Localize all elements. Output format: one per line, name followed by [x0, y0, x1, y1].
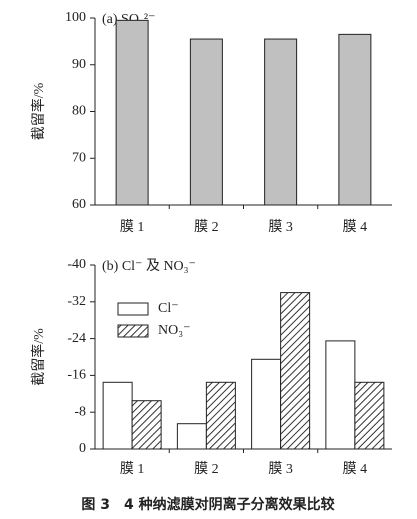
bar — [325, 340, 356, 450]
y-tick-label: 60 — [72, 197, 86, 212]
x-tick-label: 膜 4 — [343, 219, 368, 235]
y-tick-label: 70 — [72, 150, 86, 165]
legend-label: Cl⁻ — [158, 301, 179, 316]
legend-swatch — [117, 324, 149, 338]
bar — [205, 381, 236, 450]
bar — [189, 38, 223, 206]
x-tick-label: 膜 4 — [343, 461, 368, 477]
y-tick-label: -40 — [67, 257, 86, 272]
y-axis-label: 截留率/% — [30, 82, 47, 140]
y-tick-label: 0 — [79, 441, 86, 456]
bar — [280, 292, 311, 450]
y-tick-label: -16 — [67, 368, 86, 383]
x-tick-label: 膜 3 — [268, 461, 293, 477]
x-tick-label: 膜 1 — [120, 219, 145, 235]
bar — [115, 19, 149, 206]
y-tick-label: -32 — [67, 294, 86, 309]
bar — [338, 33, 372, 206]
bar — [176, 423, 207, 450]
y-tick-label: 80 — [72, 104, 86, 119]
legend-label: NO₃⁻ — [158, 323, 191, 338]
bar — [264, 38, 298, 206]
bar — [131, 400, 162, 450]
y-tick-label: 100 — [65, 10, 86, 25]
y-axis-label: 截留率/% — [30, 328, 47, 386]
x-tick-label: 膜 3 — [268, 219, 293, 235]
y-tick-label: -24 — [67, 331, 86, 346]
bar — [251, 358, 282, 450]
y-tick-label: -8 — [74, 404, 86, 419]
legend-swatch — [117, 302, 149, 316]
y-tick-label: 90 — [72, 57, 86, 72]
caption: 图 3 4 种纳滤膜对阴离子分离效果比较 — [81, 496, 334, 513]
annotation: (b) Cl⁻ 及 NO₃⁻ — [102, 258, 196, 274]
x-tick-label: 膜 1 — [120, 461, 145, 477]
bar — [102, 381, 133, 450]
x-tick-label: 膜 2 — [194, 461, 219, 477]
x-tick-label: 膜 2 — [194, 219, 219, 235]
bar — [354, 381, 385, 450]
